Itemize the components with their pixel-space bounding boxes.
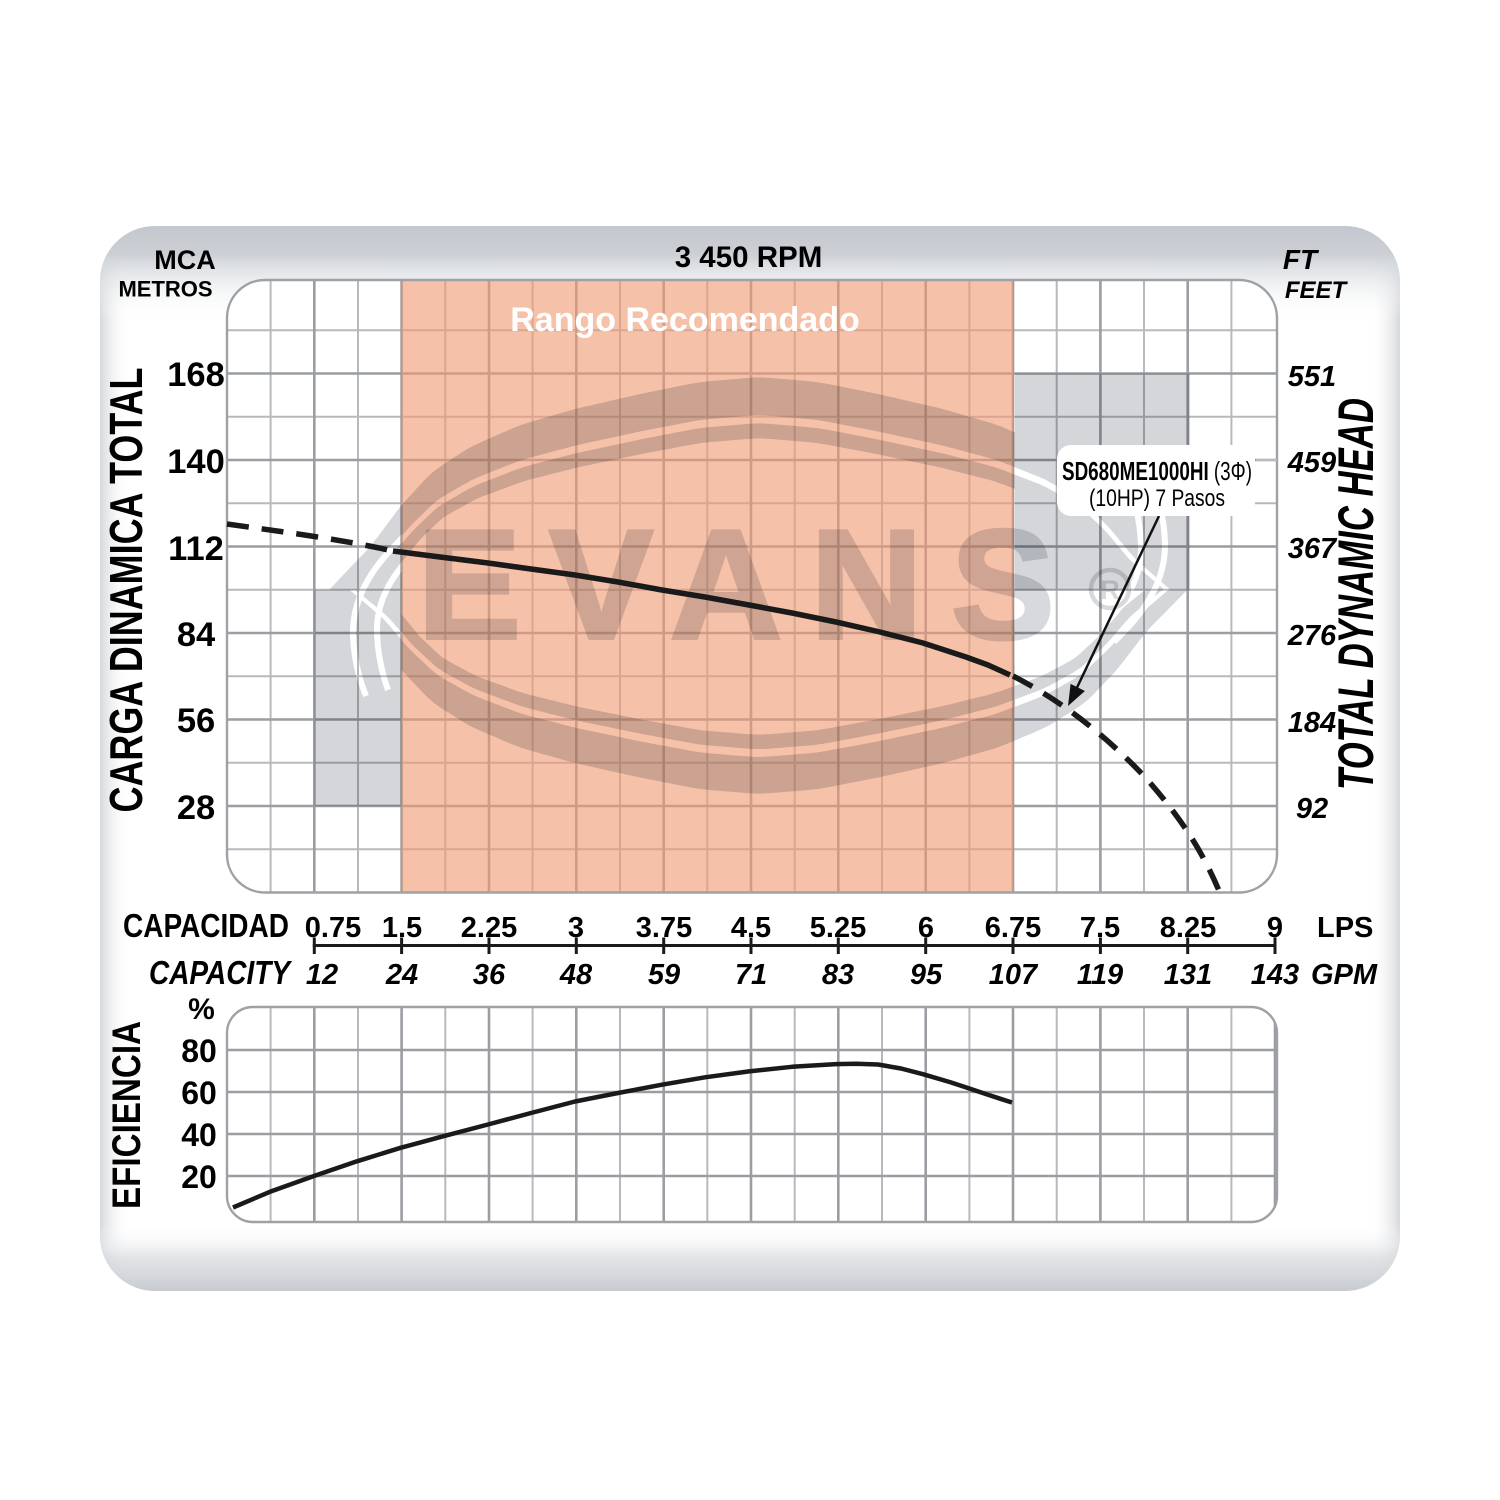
svg-text:EFICIENCIA: EFICIENCIA [105, 1021, 149, 1209]
svg-text:LPS: LPS [1317, 912, 1373, 944]
svg-text:CAPACIDAD: CAPACIDAD [123, 907, 289, 944]
svg-text:6.75: 6.75 [985, 912, 1041, 944]
svg-text:Rango Recomendado: Rango Recomendado [510, 301, 859, 339]
svg-text:459: 459 [1287, 447, 1336, 479]
svg-text:184: 184 [1288, 707, 1336, 739]
svg-text:24: 24 [385, 959, 418, 991]
svg-text:3 450 RPM: 3 450 RPM [675, 241, 823, 274]
svg-text:28: 28 [177, 789, 215, 827]
svg-text:112: 112 [168, 530, 224, 568]
svg-text:CARGA DINAMICA TOTAL: CARGA DINAMICA TOTAL [100, 368, 152, 813]
svg-text:56: 56 [177, 702, 215, 740]
svg-text:92: 92 [1296, 793, 1328, 825]
svg-text:%: % [188, 993, 215, 1026]
svg-text:367: 367 [1288, 533, 1338, 565]
svg-text:FEET: FEET [1285, 277, 1349, 304]
svg-text:3.75: 3.75 [636, 912, 692, 944]
svg-text:(10HP) 7 Pasos: (10HP) 7 Pasos [1089, 485, 1225, 512]
svg-text:SD680ME1000HI (3Φ): SD680ME1000HI (3Φ) [1062, 458, 1252, 486]
svg-text:GPM: GPM [1311, 959, 1378, 991]
svg-text:8.25: 8.25 [1160, 912, 1216, 944]
svg-text:131: 131 [1164, 959, 1212, 991]
svg-text:7.5: 7.5 [1080, 912, 1120, 944]
svg-text:0.75: 0.75 [305, 912, 361, 944]
svg-text:CAPACITY: CAPACITY [149, 954, 293, 991]
svg-text:551: 551 [1288, 361, 1336, 393]
svg-text:6: 6 [918, 912, 934, 944]
svg-text:12: 12 [306, 959, 338, 991]
svg-text:EVANS: EVANS [418, 498, 1055, 671]
svg-text:3: 3 [568, 912, 584, 944]
svg-text:9: 9 [1267, 912, 1283, 944]
svg-text:MCA: MCA [154, 245, 216, 275]
svg-text:84: 84 [177, 616, 215, 654]
svg-text:140: 140 [167, 443, 225, 481]
svg-text:83: 83 [822, 959, 854, 991]
svg-text:59: 59 [648, 959, 680, 991]
svg-text:4.5: 4.5 [731, 912, 771, 944]
svg-text:5.25: 5.25 [810, 912, 866, 944]
svg-text:R: R [1100, 575, 1120, 605]
svg-text:1.5: 1.5 [382, 912, 422, 944]
svg-text:95: 95 [910, 959, 943, 991]
svg-text:143: 143 [1251, 959, 1299, 991]
svg-text:276: 276 [1287, 620, 1337, 652]
svg-text:60: 60 [181, 1075, 217, 1111]
svg-text:40: 40 [181, 1117, 217, 1153]
svg-text:TOTAL DYNAMIC HEAD: TOTAL DYNAMIC HEAD [1328, 398, 1384, 790]
svg-text:48: 48 [559, 959, 593, 991]
svg-text:FT: FT [1283, 244, 1320, 275]
svg-text:168: 168 [167, 356, 225, 394]
svg-text:107: 107 [989, 959, 1039, 991]
svg-text:119: 119 [1077, 959, 1123, 991]
svg-text:METROS: METROS [118, 277, 212, 302]
svg-text:2.25: 2.25 [461, 912, 517, 944]
svg-text:36: 36 [473, 959, 506, 991]
svg-text:20: 20 [181, 1159, 217, 1195]
svg-text:80: 80 [181, 1033, 217, 1069]
svg-text:71: 71 [735, 959, 767, 991]
